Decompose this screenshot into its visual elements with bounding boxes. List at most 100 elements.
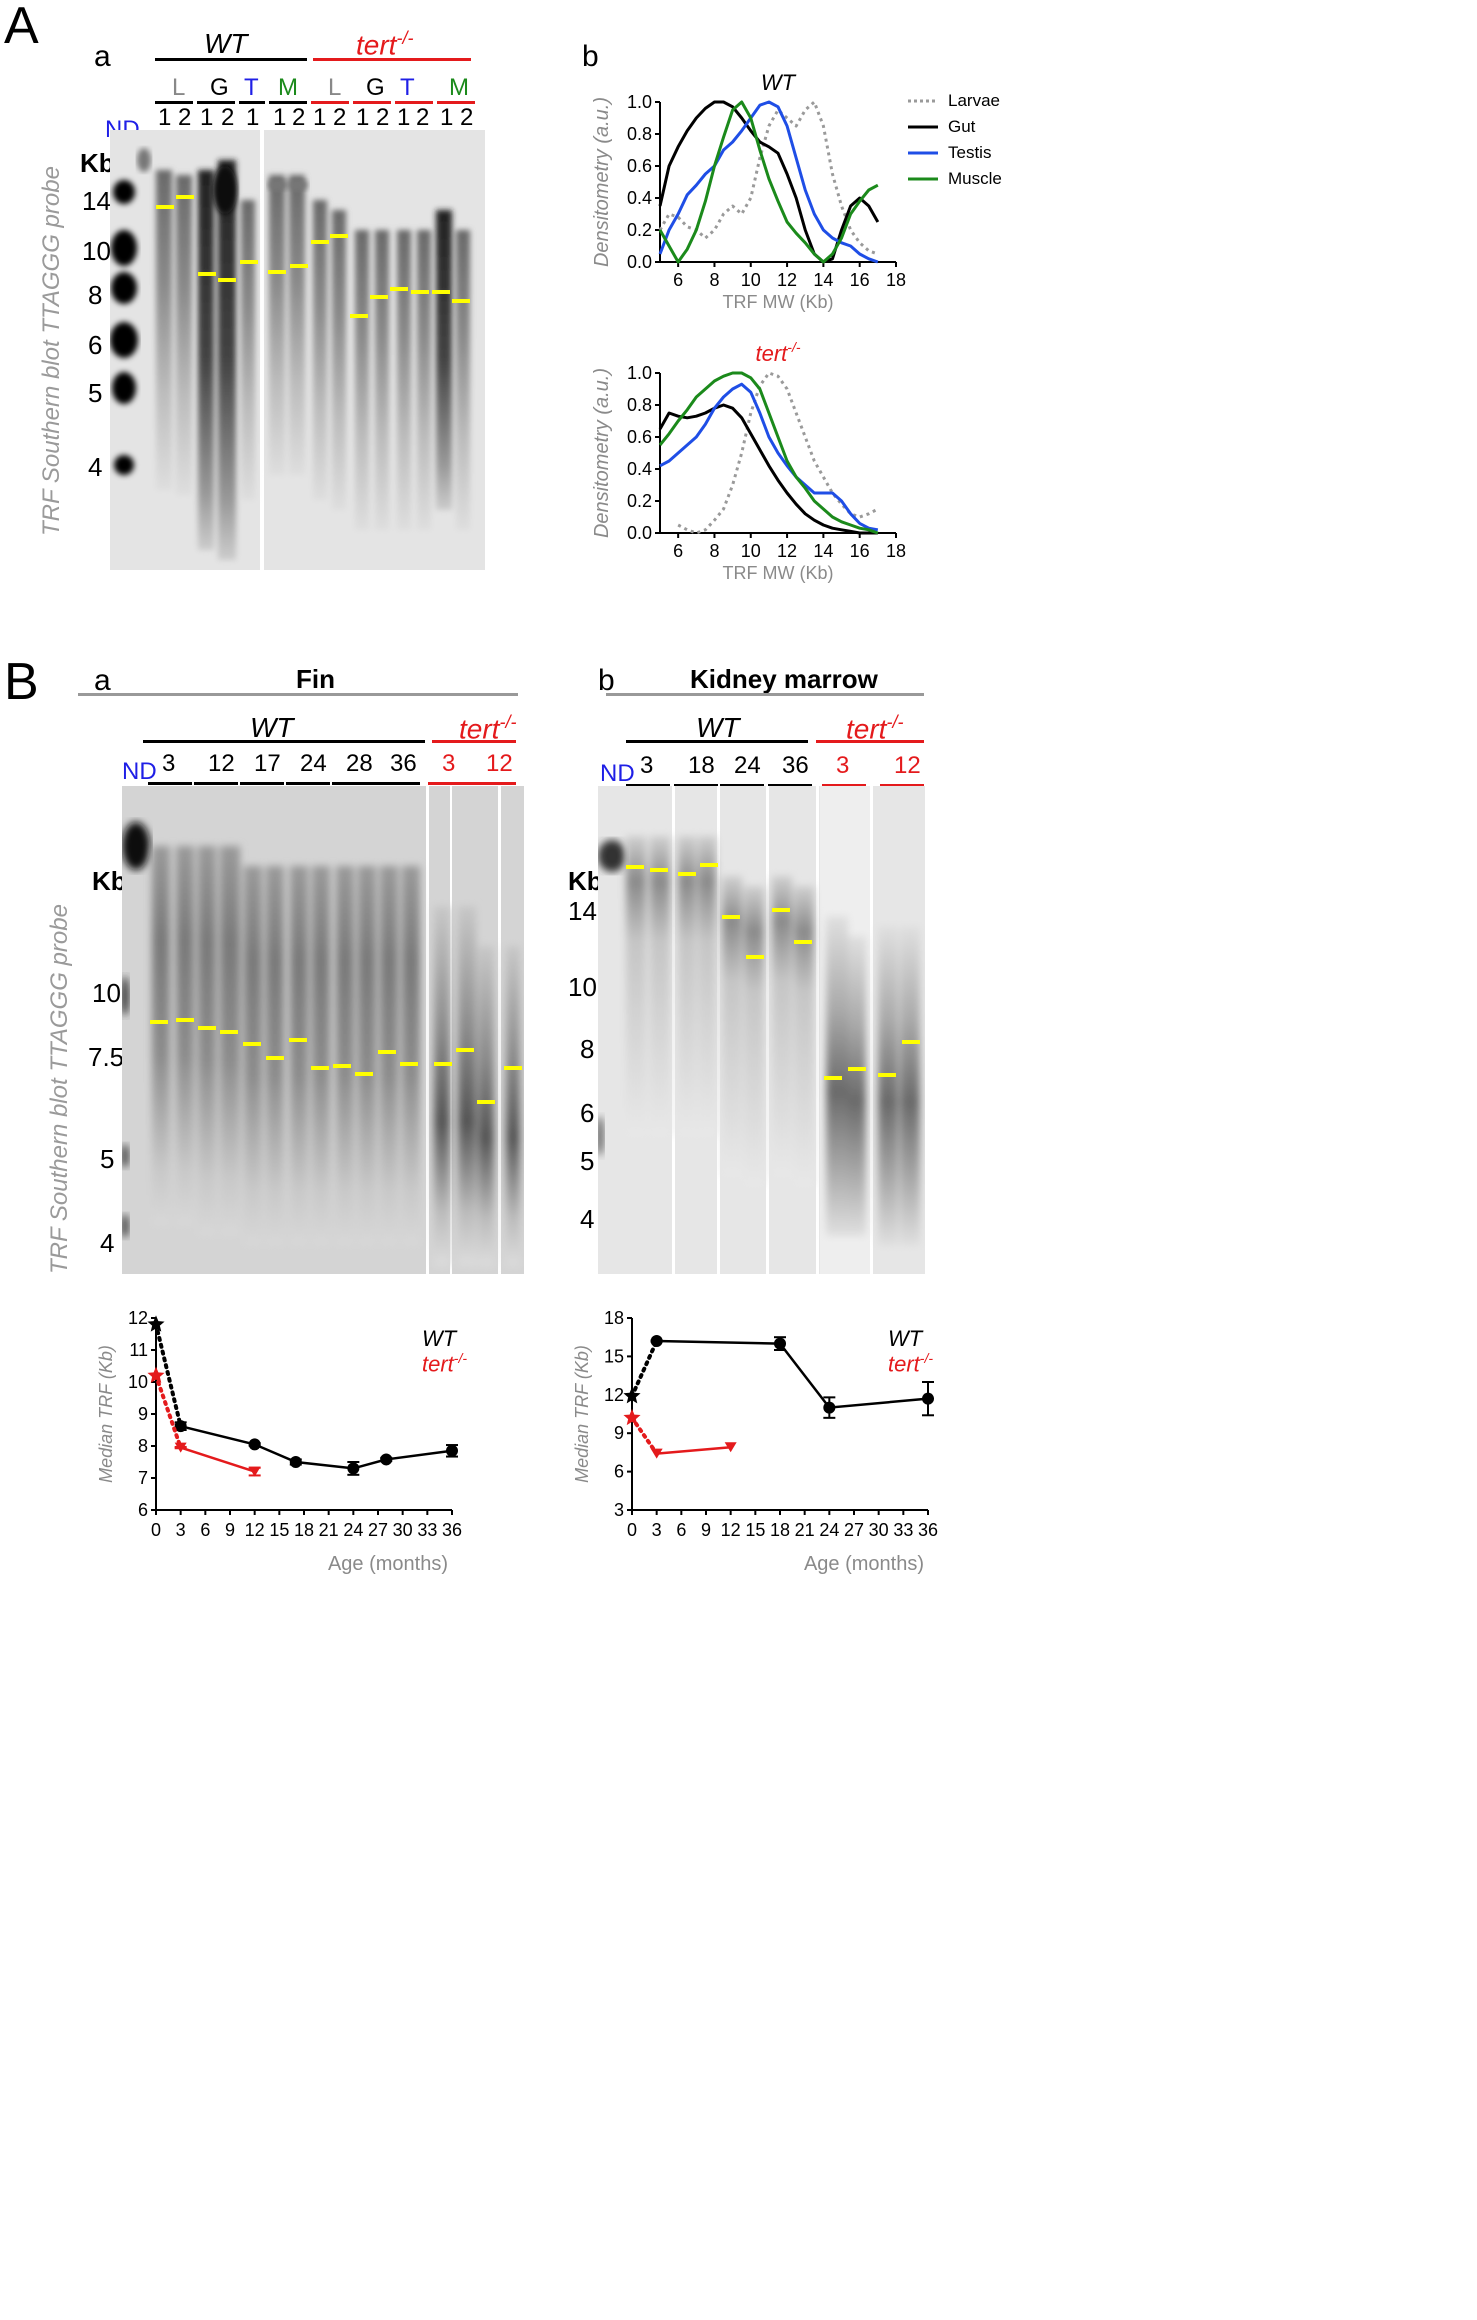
- median-mark: [350, 314, 368, 318]
- series-line-gut: [658, 100, 880, 264]
- series-line-muscle: [658, 100, 879, 264]
- data-point: [774, 1337, 786, 1350]
- y-tick-label: 8: [138, 1436, 148, 1456]
- x-tick-label: 14: [813, 270, 833, 290]
- age-line: [626, 784, 670, 787]
- fin-title: Fin: [296, 664, 335, 694]
- fin-title-line: [78, 693, 518, 696]
- x-tick-label: 3: [176, 1520, 186, 1540]
- panel-a-sub-a: a: [94, 40, 111, 73]
- fin-wt-line: [143, 740, 425, 743]
- series-line-gut: [658, 403, 878, 535]
- data-point: [289, 1456, 302, 1468]
- y-axis-label: Densitometry (a.u.): [591, 97, 613, 267]
- age-label-28: 28: [346, 750, 373, 777]
- median-mark: [878, 1073, 896, 1077]
- median-mark: [824, 1076, 842, 1080]
- median-mark: [311, 240, 329, 244]
- median-mark: [626, 865, 644, 869]
- group-line: [437, 101, 475, 104]
- x-tick-label: 21: [795, 1520, 815, 1540]
- kidney-kb-10: 10: [568, 972, 597, 1002]
- series-line-testis: [658, 100, 879, 264]
- data-point: [724, 1442, 737, 1453]
- panel-a-lane-tm2: 2: [460, 104, 474, 131]
- kidney-gel: [598, 786, 925, 1274]
- fin-tert-line: [432, 740, 516, 743]
- age-label-36: 36: [390, 750, 417, 777]
- panel-a-wt-label: WT: [204, 28, 248, 59]
- median-mark: [266, 1056, 284, 1060]
- panel-a-letter: A: [4, 0, 39, 55]
- y-tick-label: 7: [138, 1468, 148, 1488]
- y-tick-label: 1.0: [627, 92, 652, 112]
- legend-item: Gut: [908, 114, 1002, 140]
- kidney-kb-14: 14: [568, 896, 597, 926]
- age-line: [674, 784, 718, 787]
- data-point: [347, 1462, 360, 1475]
- median-mark: [243, 1042, 261, 1046]
- legend-label-muscle: Muscle: [948, 169, 1002, 188]
- x-tick-label: 16: [850, 541, 870, 561]
- x-tick-label: 8: [709, 541, 719, 561]
- y-tick-label: 12: [604, 1385, 624, 1405]
- x-tick-label: 15: [269, 1520, 289, 1540]
- median-mark: [378, 1050, 396, 1054]
- group-line: [239, 101, 265, 104]
- panel-a-group-g-tert: G: [366, 74, 385, 101]
- kidney-legend-tert: tert-/-: [888, 1350, 933, 1377]
- panel-a-kb-6: 6: [88, 330, 103, 360]
- series-start-segment: [630, 1339, 659, 1399]
- data-point: [380, 1453, 393, 1466]
- chart-title: WT: [761, 70, 797, 95]
- y-tick-label: 9: [614, 1423, 624, 1443]
- kidney-kb-6: 6: [580, 1098, 595, 1128]
- panel-a-kb-label: Kb: [80, 148, 115, 178]
- y-tick-label: 0.0: [627, 252, 652, 272]
- chart-title: tert-/-: [755, 339, 800, 366]
- age-line: [240, 782, 284, 785]
- data-point: [174, 1420, 187, 1433]
- median-mark: [355, 1072, 373, 1076]
- median-mark: [198, 1026, 216, 1030]
- x-tick-label: 30: [869, 1520, 889, 1540]
- fin-legend-tert-sup: -/-: [453, 1350, 468, 1366]
- age-line: [332, 782, 376, 785]
- panel-a-lane-t1: 1: [246, 104, 260, 131]
- y-tick-label: 12: [128, 1308, 148, 1328]
- median-mark: [452, 299, 470, 303]
- legend-line-larvae: [908, 99, 938, 103]
- fin-tert-label: tert-/-: [459, 712, 516, 745]
- series-start-segment: [154, 1322, 183, 1429]
- kidney-tert-sup: -/-: [886, 712, 904, 732]
- kidney-legend-tert-sup: -/-: [919, 1350, 934, 1366]
- series-start-star: [623, 1387, 641, 1404]
- age-line: [376, 782, 420, 785]
- median-mark: [289, 1038, 307, 1042]
- age-line: [472, 782, 516, 785]
- panel-a-lane-tl1: 1: [313, 104, 327, 131]
- panel-b-sub-a: a: [94, 664, 111, 697]
- panel-a-ylabel: TRF Southern blot TTAGGG probe: [38, 166, 65, 536]
- age-line: [880, 784, 924, 787]
- fin-legend-tert: tert-/-: [422, 1350, 467, 1377]
- median-mark: [218, 278, 236, 282]
- panel-a-lane-l1: 1: [158, 104, 172, 131]
- data-point: [823, 1401, 836, 1414]
- fin-kb-10: 10: [92, 978, 121, 1008]
- x-tick-label: 12: [721, 1520, 741, 1540]
- panel-a-kb-14: 14: [82, 186, 111, 216]
- y-tick-label: 9: [138, 1404, 148, 1424]
- y-tick-label: 15: [604, 1346, 624, 1366]
- panel-a-lane-tt2: 2: [416, 104, 430, 131]
- x-tick-label: 33: [417, 1520, 437, 1540]
- panel-a-group-g-wt: G: [210, 74, 229, 101]
- fin-nd-label: ND: [122, 758, 157, 785]
- series-line-tert: [180, 1446, 256, 1473]
- panel-a-sub-b: b: [582, 40, 599, 73]
- panel-a-lane-g1: 1: [200, 104, 214, 131]
- panel-a-group-m-tert: M: [449, 74, 469, 101]
- panel-a-group-l-tert: L: [328, 74, 342, 101]
- y-tick-label: 0.4: [627, 188, 652, 208]
